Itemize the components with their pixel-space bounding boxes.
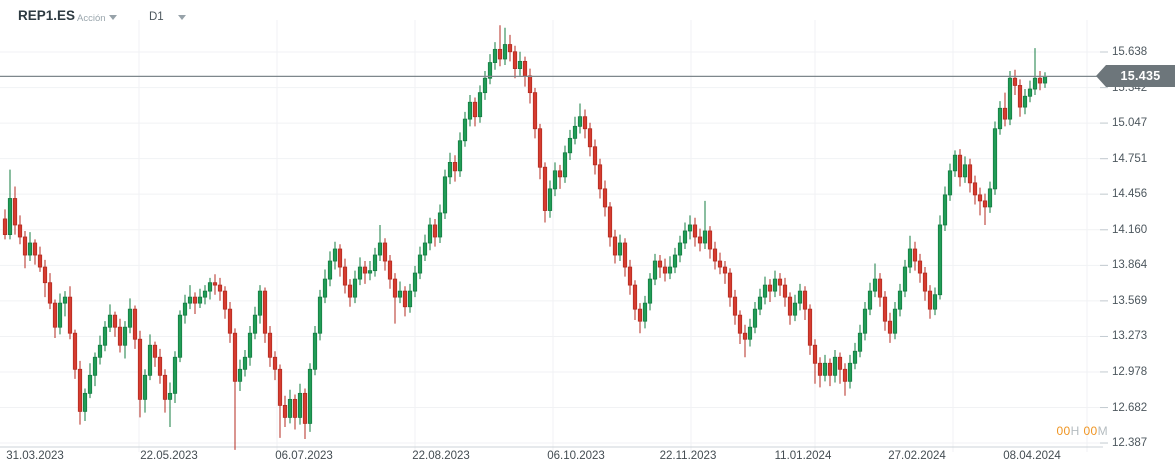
current-price-badge: 15.435 <box>1106 65 1175 87</box>
session-countdown: 00H 00M <box>1008 424 1108 438</box>
symbol-name[interactable]: REP1.ES <box>18 8 76 23</box>
price-axis-label: 13.273 <box>1112 330 1148 343</box>
price-axis-label: 14.751 <box>1112 152 1148 165</box>
date-axis-label: 11.01.2024 <box>774 450 832 462</box>
date-axis-label: 22.05.2023 <box>140 450 198 462</box>
chevron-down-icon[interactable] <box>178 15 186 20</box>
price-axis-label: 14.160 <box>1112 223 1148 236</box>
chevron-down-icon[interactable] <box>109 15 117 20</box>
countdown-hours: 00 <box>1056 424 1071 438</box>
date-axis-label: 08.04.2024 <box>1003 450 1061 462</box>
countdown-minutes: 00 <box>1083 424 1098 438</box>
countdown-minutes-unit: M <box>1097 424 1108 438</box>
date-axis-label: 06.07.2023 <box>275 450 333 462</box>
instrument-type-label: Acción <box>77 13 106 24</box>
price-axis-label: 13.569 <box>1112 294 1148 307</box>
date-axis-label: 31.03.2023 <box>6 450 64 462</box>
countdown-hours-unit: H <box>1070 424 1080 438</box>
price-axis-label: 14.456 <box>1112 188 1148 201</box>
price-axis-label: 12.682 <box>1112 401 1148 414</box>
date-axis-label: 22.11.2023 <box>659 450 717 462</box>
date-axis-label: 27.02.2024 <box>888 450 946 462</box>
price-axis-label: 12.978 <box>1112 365 1148 378</box>
date-axis-label: 22.08.2023 <box>412 450 470 462</box>
price-axis-label: 15.638 <box>1112 45 1148 58</box>
price-axis-label: 15.047 <box>1112 117 1148 130</box>
date-axis-label: 06.10.2023 <box>547 450 605 462</box>
current-price-badge-arrow <box>1096 65 1106 87</box>
price-axis-label: 12.387 <box>1112 437 1148 450</box>
price-axis-label: 13.864 <box>1112 259 1148 272</box>
timeframe-selector[interactable]: D1 <box>149 11 164 23</box>
